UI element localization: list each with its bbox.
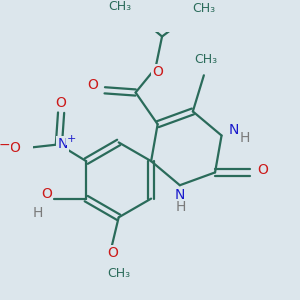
Text: O: O xyxy=(56,96,67,110)
Text: H: H xyxy=(239,131,250,145)
Text: N: N xyxy=(229,123,239,137)
Text: O: O xyxy=(9,141,20,155)
Text: N: N xyxy=(57,137,68,152)
Text: CH₃: CH₃ xyxy=(194,53,218,66)
Text: O: O xyxy=(107,246,118,260)
Text: +: + xyxy=(67,134,76,144)
Text: −: − xyxy=(0,137,10,152)
Text: CH₃: CH₃ xyxy=(109,0,132,13)
Text: H: H xyxy=(32,206,43,220)
Text: N: N xyxy=(175,188,185,202)
Text: O: O xyxy=(87,78,98,92)
Text: CH₃: CH₃ xyxy=(192,2,215,15)
Text: CH₃: CH₃ xyxy=(107,267,130,280)
Text: O: O xyxy=(152,65,163,79)
Text: O: O xyxy=(41,187,52,201)
Text: H: H xyxy=(176,200,186,214)
Text: O: O xyxy=(257,163,268,177)
